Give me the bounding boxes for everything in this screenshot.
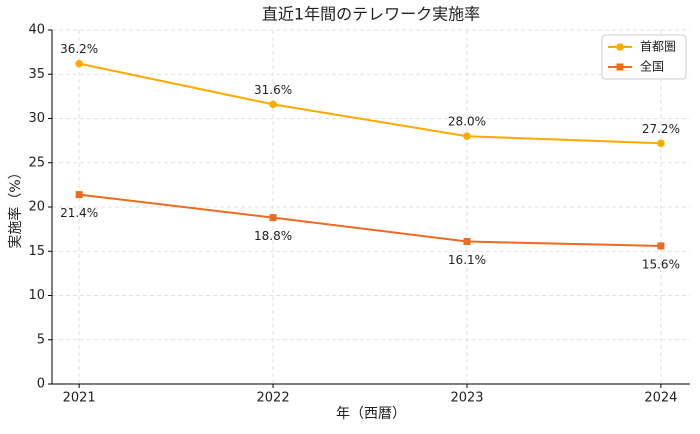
data-label: 28.0%	[448, 115, 486, 129]
y-tick-label: 40	[28, 23, 45, 38]
y-tick-label: 0	[37, 377, 45, 392]
y-tick-label: 15	[28, 244, 45, 259]
marker	[463, 238, 471, 246]
y-axis-label: 実施率（%）	[7, 165, 24, 248]
data-label: 15.6%	[642, 257, 680, 271]
legend-label: 全国	[640, 59, 664, 74]
marker	[75, 59, 83, 68]
y-tick-label: 10	[28, 288, 45, 303]
y-tick-label: 35	[28, 67, 45, 82]
marker	[269, 214, 277, 222]
data-label: 31.6%	[254, 83, 292, 97]
x-tick-label: 2024	[644, 391, 677, 406]
data-label: 36.2%	[60, 42, 98, 56]
data-label: 18.8%	[254, 229, 292, 243]
y-tick-label: 5	[37, 332, 45, 347]
data-label: 16.1%	[448, 253, 486, 267]
data-label: 21.4%	[60, 206, 98, 220]
y-tick-label: 25	[28, 155, 45, 170]
legend-label: 首都圏	[640, 40, 676, 54]
x-tick-label: 2023	[450, 391, 483, 406]
y-tick-label: 20	[28, 200, 45, 215]
chart-title: 直近1年間のテレワーク実施率	[262, 5, 480, 24]
marker	[616, 63, 624, 71]
marker	[657, 242, 665, 250]
marker	[657, 139, 665, 148]
marker	[463, 132, 471, 140]
marker	[75, 191, 83, 199]
data-label: 27.2%	[642, 122, 680, 136]
marker	[269, 100, 277, 109]
series-line	[78, 62, 661, 145]
marker	[616, 43, 624, 51]
x-tick-label: 2021	[63, 391, 96, 406]
series-line	[79, 193, 661, 247]
y-tick-label: 30	[28, 111, 45, 126]
x-tick-label: 2022	[257, 391, 290, 406]
x-axis-label: 年（西暦）	[336, 406, 406, 422]
